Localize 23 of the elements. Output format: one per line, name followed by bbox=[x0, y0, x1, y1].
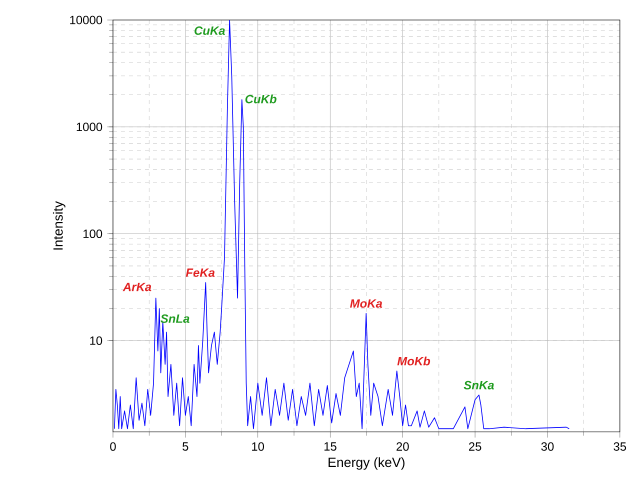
x-tick-label: 30 bbox=[541, 442, 554, 451]
annotation: ArKa bbox=[122, 282, 152, 292]
annotation: SnLa bbox=[160, 314, 190, 323]
line-series bbox=[114, 20, 570, 430]
x-tick-label: 15 bbox=[324, 442, 336, 451]
annotation: FeKa bbox=[186, 268, 215, 277]
x-tick-label: 0 bbox=[110, 442, 116, 451]
x-tick-label: 10 bbox=[252, 442, 264, 451]
y-tick-label: 10 bbox=[90, 336, 102, 345]
annotation: SnKa bbox=[464, 380, 494, 390]
y-tick-label: 1000 bbox=[76, 122, 102, 132]
annotation: CuKa bbox=[194, 26, 225, 35]
x-tick-label: 25 bbox=[468, 442, 482, 451]
y-axis-title: Intensity bbox=[52, 201, 66, 250]
x-axis-title: Energy (keV) bbox=[328, 457, 404, 470]
y-tick-label: 10000 bbox=[70, 16, 102, 24]
annotation: MoKa bbox=[350, 299, 382, 308]
annotation: MoKb bbox=[397, 356, 430, 366]
y-tick-label: 100 bbox=[83, 230, 102, 238]
x-tick-label: 5 bbox=[182, 442, 188, 451]
annotation: CuKb bbox=[245, 94, 276, 104]
x-tick-label: 20 bbox=[396, 442, 409, 451]
x-tick-label: 35 bbox=[614, 442, 626, 451]
